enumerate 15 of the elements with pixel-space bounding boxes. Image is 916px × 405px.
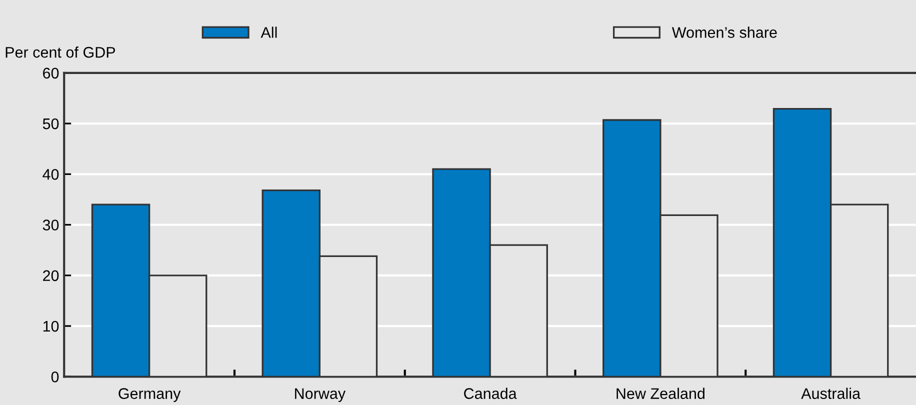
legend-label: All	[260, 26, 277, 38]
y-tick-label: 30	[42, 220, 59, 230]
y-tick-label: 0	[51, 372, 59, 382]
legend-label: Women’s share	[672, 26, 777, 38]
y-tick-label: 20	[43, 270, 59, 282]
y-tick-label: 40	[42, 169, 59, 180]
x-tick-label: Australia	[801, 388, 861, 399]
y-axis-title: Per cent of GDP	[6, 46, 116, 58]
y-tick-label: 60	[43, 68, 59, 79]
x-tick-label: Canada	[464, 388, 517, 399]
x-tick-label: Norway	[295, 388, 346, 402]
x-tick-label: New Zealand	[616, 388, 704, 399]
x-tick-label: Germany	[118, 388, 181, 402]
y-tick-label: 50	[42, 118, 59, 130]
y-tick-label: 10	[43, 320, 59, 332]
